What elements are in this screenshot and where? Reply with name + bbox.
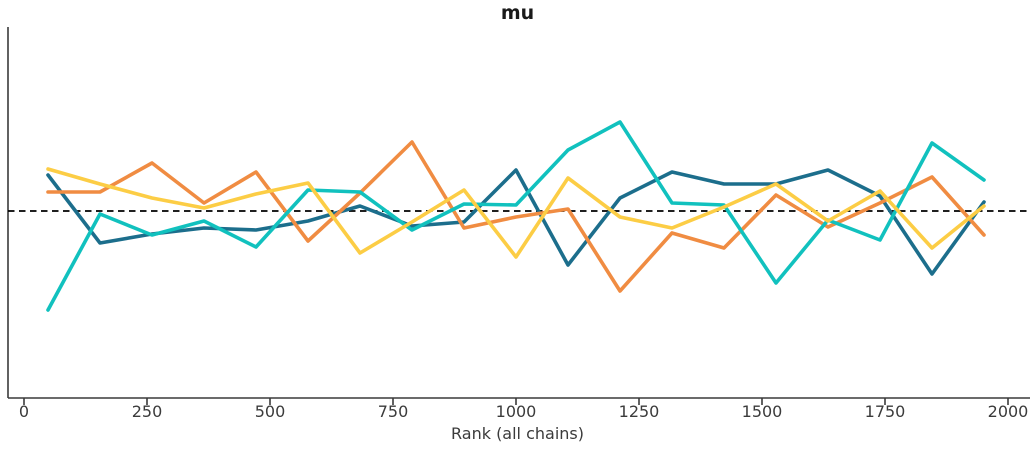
x-tick-label: 2000 <box>987 402 1029 421</box>
x-tick-label: 750 <box>377 402 409 421</box>
x-tick-label: 1750 <box>864 402 906 421</box>
x-tick-label: 1000 <box>495 402 537 421</box>
x-axis-label: Rank (all chains) <box>451 424 584 443</box>
x-tick-label: 500 <box>254 402 286 421</box>
x-tick-label: 1250 <box>618 402 660 421</box>
chart-title: mu <box>500 2 535 24</box>
x-tick-label: 0 <box>18 402 30 421</box>
chain-2-line <box>46 140 986 293</box>
chain-4-line <box>46 167 986 259</box>
x-tick-label: 1500 <box>741 402 783 421</box>
x-tick-label: 250 <box>131 402 163 421</box>
chain-1-line <box>46 168 986 276</box>
